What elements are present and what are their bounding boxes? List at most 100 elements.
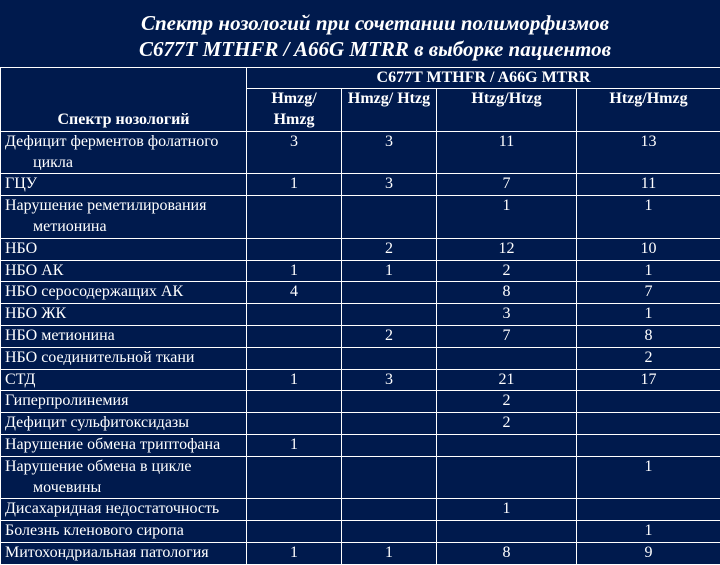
cell — [247, 456, 342, 499]
cell: 1 — [342, 543, 437, 565]
cell: 1 — [577, 304, 720, 326]
cell — [247, 347, 342, 369]
cell — [342, 521, 437, 543]
cell: 1 — [342, 260, 437, 282]
cell — [437, 456, 577, 499]
cell — [247, 391, 342, 413]
cell: 1 — [437, 196, 577, 239]
table-row: НБО соединительной ткани2 — [1, 347, 720, 369]
cell: 11 — [577, 174, 720, 196]
cell: 1 — [577, 260, 720, 282]
cell: 8 — [437, 282, 577, 304]
row-header: Спектр нозологий — [1, 67, 247, 131]
cell: 1 — [247, 543, 342, 565]
cell: 3 — [247, 131, 342, 174]
col-header-0: Hmzg/ Hmzg — [247, 89, 342, 132]
table-row: НБО АК1121 — [1, 260, 720, 282]
table-row: Дефицит ферментов фолатногоцикла331113 — [1, 131, 720, 174]
cell: 3 — [342, 369, 437, 391]
cell — [342, 413, 437, 435]
cell — [437, 435, 577, 457]
cell — [247, 326, 342, 348]
cell — [247, 499, 342, 521]
row-label: НБО метионина — [1, 326, 247, 348]
row-label: НБО АК — [1, 260, 247, 282]
cell: 1 — [247, 260, 342, 282]
super-header: C677T MTHFR / A66G MTRR — [247, 67, 720, 89]
row-label: НБО ЖК — [1, 304, 247, 326]
col-header-3: Htzg/Hmzg — [577, 89, 720, 132]
table-row: НБО ЖК 31 — [1, 304, 720, 326]
table-row: Нарушение обмена в циклемочевины1 — [1, 456, 720, 499]
row-label: Болезнь кленового сиропа — [1, 521, 247, 543]
page-title: Спектр нозологий при сочетании полиморфи… — [0, 0, 720, 67]
row-label: Нарушение обмена триптофана — [1, 435, 247, 457]
title-line-1: Спектр нозологий при сочетании полиморфи… — [141, 11, 609, 35]
cell: 2 — [437, 260, 577, 282]
table-row: НБО метионина 278 — [1, 326, 720, 348]
cell: 2 — [577, 347, 720, 369]
cell — [247, 196, 342, 239]
table-row: ГЦУ13711 — [1, 174, 720, 196]
cell: 9 — [577, 543, 720, 565]
cell: 2 — [437, 391, 577, 413]
table-body: Дефицит ферментов фолатногоцикла331113ГЦ… — [1, 131, 720, 564]
table-row: Митохондриальная патология1189 — [1, 543, 720, 565]
row-label: НБО — [1, 238, 247, 260]
cell: 8 — [577, 326, 720, 348]
row-label: НБО серосодержащих АК — [1, 282, 247, 304]
cell: 4 — [247, 282, 342, 304]
row-label: Нарушение обмена в циклемочевины — [1, 456, 247, 499]
cell: 7 — [437, 326, 577, 348]
cell — [342, 435, 437, 457]
cell — [247, 413, 342, 435]
cell: 2 — [342, 238, 437, 260]
row-label: Гиперпролинемия — [1, 391, 247, 413]
cell: 3 — [342, 174, 437, 196]
cell: 17 — [577, 369, 720, 391]
cell — [247, 521, 342, 543]
table-row: НБО21210 — [1, 238, 720, 260]
table-row: Дефицит сульфитоксидазы 2 — [1, 413, 720, 435]
row-label: СТД — [1, 369, 247, 391]
cell: 13 — [577, 131, 720, 174]
cell: 1 — [247, 174, 342, 196]
table-row: Дисахаридная недостаточность1 — [1, 499, 720, 521]
cell — [577, 413, 720, 435]
table-row: НБО серосодержащих АК4 87 — [1, 282, 720, 304]
row-label: ГЦУ — [1, 174, 247, 196]
row-label: Дисахаридная недостаточность — [1, 499, 247, 521]
cell — [342, 499, 437, 521]
cell: 3 — [437, 304, 577, 326]
title-line-2: C677T MTHFR / A66G MTRR в выборке пациен… — [139, 37, 611, 61]
cell — [437, 347, 577, 369]
cell: 21 — [437, 369, 577, 391]
cell: 2 — [342, 326, 437, 348]
table-row: СТД132117 — [1, 369, 720, 391]
cell: 1 — [247, 435, 342, 457]
cell: 11 — [437, 131, 577, 174]
col-header-2: Htzg/Htzg — [437, 89, 577, 132]
cell — [577, 499, 720, 521]
cell — [342, 347, 437, 369]
cell: 2 — [437, 413, 577, 435]
cell — [577, 435, 720, 457]
row-label: Митохондриальная патология — [1, 543, 247, 565]
cell: 7 — [437, 174, 577, 196]
nosology-table: Спектр нозологий C677T MTHFR / A66G MTRR… — [0, 67, 720, 565]
cell: 7 — [577, 282, 720, 304]
cell: 1 — [247, 369, 342, 391]
table-row: Нарушение реметилированияметионина11 — [1, 196, 720, 239]
row-label: Дефицит ферментов фолатногоцикла — [1, 131, 247, 174]
cell — [247, 304, 342, 326]
cell: 3 — [342, 131, 437, 174]
table-row: Гиперпролинемия 2 — [1, 391, 720, 413]
row-label: Дефицит сульфитоксидазы — [1, 413, 247, 435]
cell — [577, 391, 720, 413]
cell: 12 — [437, 238, 577, 260]
cell — [342, 304, 437, 326]
cell — [342, 456, 437, 499]
cell — [342, 282, 437, 304]
row-label: Нарушение реметилированияметионина — [1, 196, 247, 239]
cell: 1 — [577, 521, 720, 543]
